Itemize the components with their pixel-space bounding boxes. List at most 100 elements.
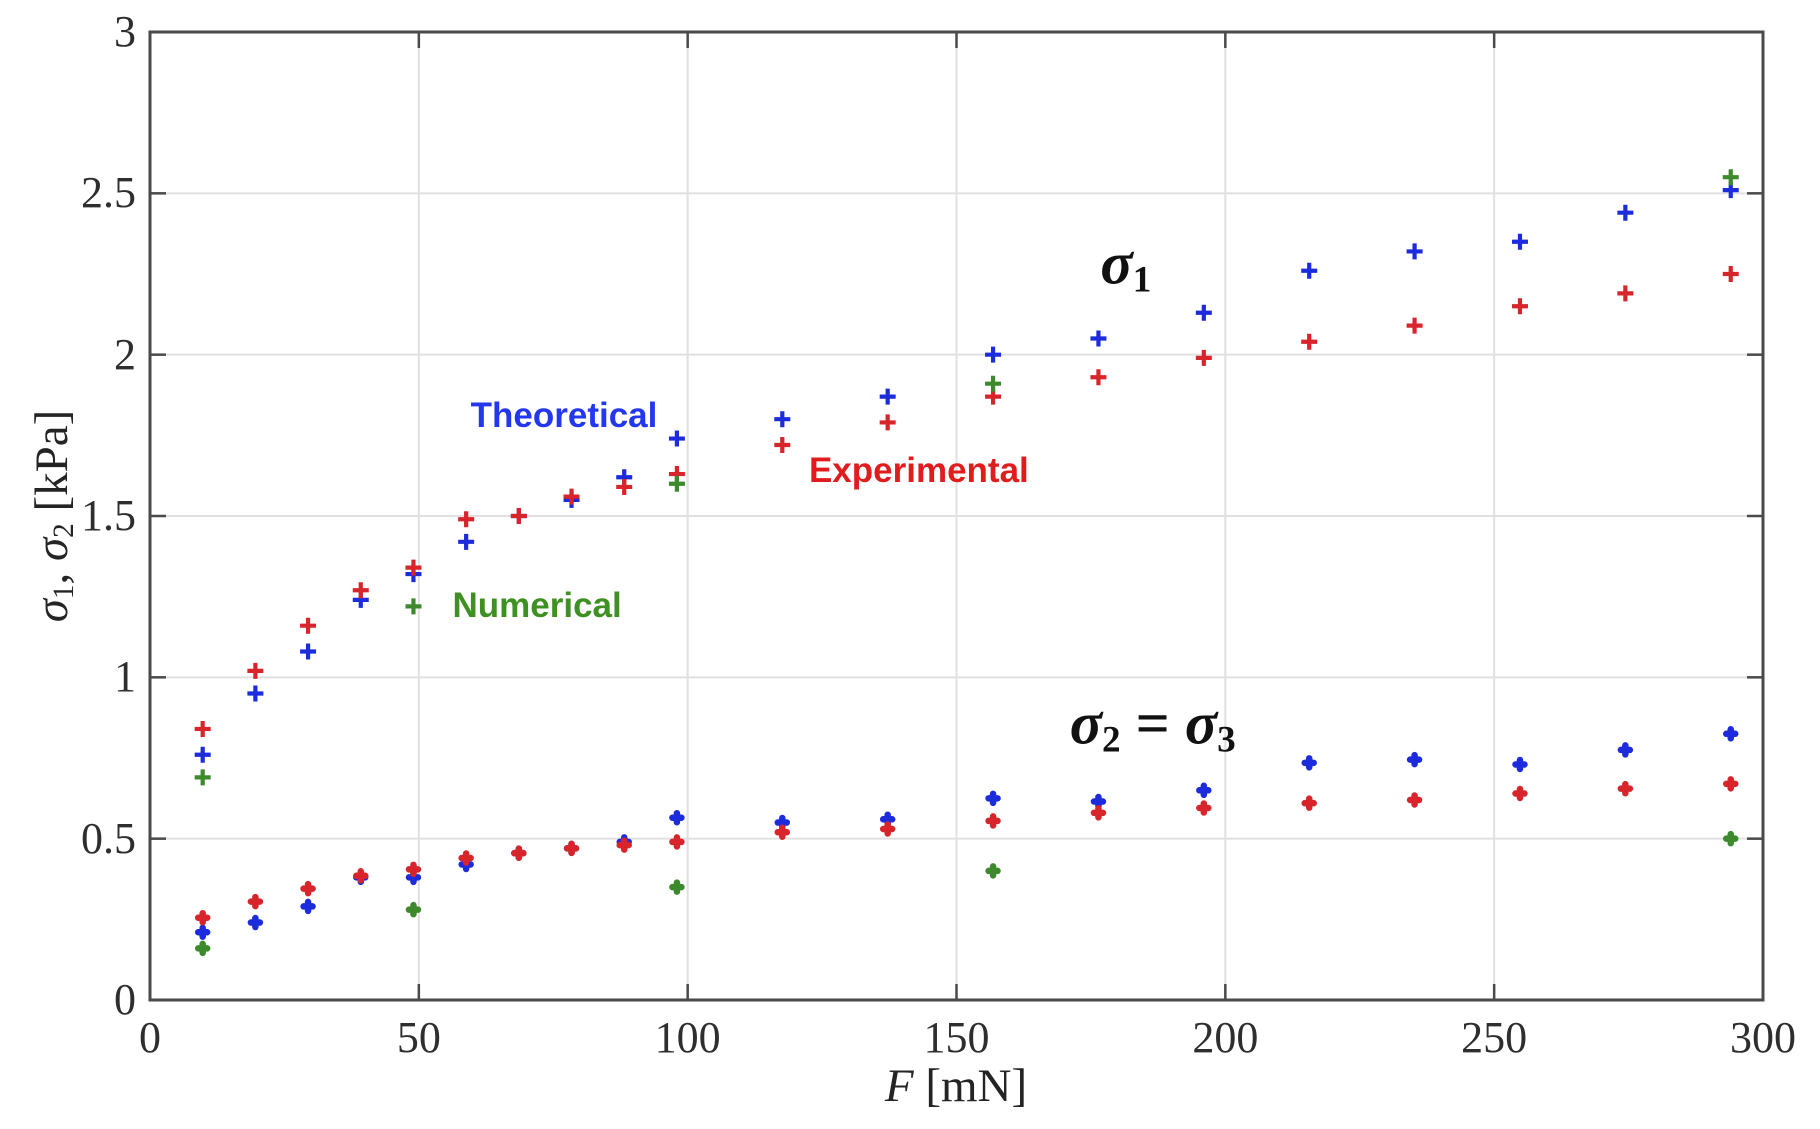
data-point-marker bbox=[668, 430, 685, 447]
data-point-marker bbox=[1511, 298, 1528, 315]
x-tick-label: 100 bbox=[654, 1013, 721, 1062]
data-point-marker bbox=[1196, 782, 1212, 799]
data-point-marker bbox=[194, 924, 211, 940]
data-point-marker bbox=[511, 845, 527, 861]
data-point-marker bbox=[1406, 792, 1423, 808]
data-point-marker bbox=[1195, 349, 1212, 366]
data-point-marker bbox=[300, 898, 316, 915]
series-experimental-sigma1 bbox=[194, 266, 1739, 737]
y-tick-label: 1.5 bbox=[81, 491, 136, 540]
data-point-marker bbox=[1406, 751, 1423, 768]
data-point-marker bbox=[510, 508, 527, 524]
data-point-marker bbox=[353, 868, 369, 884]
data-point-marker bbox=[1301, 755, 1317, 771]
data-point-marker bbox=[194, 746, 211, 763]
data-point-marker bbox=[1195, 304, 1212, 321]
x-axis-label: F [mN] bbox=[884, 1060, 1028, 1112]
sigma2-sigma3-label: σ2 = σ3 bbox=[1069, 690, 1236, 761]
data-point-marker bbox=[985, 813, 1001, 829]
series-theoretical-sigma2 bbox=[194, 726, 1739, 940]
data-point-marker bbox=[1617, 742, 1634, 758]
sigma1-label: σ1 bbox=[1100, 230, 1152, 301]
data-point-marker bbox=[1406, 243, 1423, 260]
x-tick-label: 150 bbox=[923, 1013, 990, 1062]
data-point-marker bbox=[879, 388, 896, 405]
data-point-marker bbox=[1512, 756, 1528, 773]
data-point-marker bbox=[1196, 800, 1212, 816]
data-point-marker bbox=[1090, 805, 1107, 821]
y-tick-label: 3 bbox=[114, 7, 136, 56]
series-numerical-sigma2 bbox=[194, 830, 1739, 957]
data-point-marker bbox=[1722, 776, 1739, 792]
series-numerical-sigma1 bbox=[194, 169, 1739, 786]
x-tick-label: 0 bbox=[139, 1013, 161, 1062]
data-point-marker bbox=[1301, 262, 1318, 279]
data-point-marker bbox=[1301, 795, 1317, 811]
data-point-marker bbox=[668, 475, 685, 492]
data-point-marker bbox=[1090, 369, 1107, 386]
data-point-marker bbox=[1511, 233, 1528, 250]
data-point-marker bbox=[1722, 726, 1739, 742]
series-experimental-sigma2 bbox=[194, 776, 1739, 926]
y-tick-label: 0.5 bbox=[81, 813, 136, 863]
data-point-marker bbox=[985, 346, 1002, 363]
data-point-marker bbox=[247, 914, 264, 931]
data-point-marker bbox=[352, 582, 369, 599]
data-point-marker bbox=[1406, 317, 1423, 334]
numerical-label: Numerical bbox=[452, 586, 622, 626]
data-point-marker bbox=[300, 643, 317, 660]
data-point-marker bbox=[985, 375, 1002, 392]
data-point-marker bbox=[405, 901, 422, 918]
data-point-marker bbox=[1722, 266, 1739, 282]
experimental-label: Experimental bbox=[808, 450, 1029, 490]
data-point-marker bbox=[616, 478, 633, 495]
y-tick-label: 0 bbox=[114, 975, 136, 1024]
data-point-marker bbox=[194, 940, 211, 957]
data-point-marker bbox=[458, 850, 474, 866]
data-point-marker bbox=[879, 414, 896, 431]
x-tick-label: 300 bbox=[1730, 1013, 1796, 1062]
data-point-marker bbox=[300, 617, 317, 634]
data-point-marker bbox=[774, 437, 791, 454]
data-point-marker bbox=[405, 861, 422, 878]
data-point-marker bbox=[879, 821, 896, 837]
data-point-marker bbox=[194, 909, 211, 926]
data-point-marker bbox=[563, 488, 580, 505]
data-point-marker bbox=[405, 559, 422, 576]
data-point-marker bbox=[458, 511, 475, 528]
data-point-marker bbox=[247, 662, 264, 679]
data-point-marker bbox=[1090, 330, 1107, 347]
data-point-marker bbox=[616, 837, 632, 853]
data-point-marker bbox=[405, 598, 422, 615]
x-tick-label: 50 bbox=[396, 1013, 441, 1062]
y-tick-label: 2.5 bbox=[81, 168, 136, 218]
data-point-marker bbox=[669, 879, 685, 895]
data-point-marker bbox=[1512, 785, 1528, 802]
data-point-marker bbox=[774, 411, 791, 428]
data-point-marker bbox=[194, 769, 211, 786]
data-point-marker bbox=[1617, 780, 1634, 797]
data-point-marker bbox=[774, 824, 791, 840]
data-point-marker bbox=[1617, 204, 1634, 221]
data-point-marker bbox=[1617, 285, 1634, 302]
data-point-marker bbox=[1301, 333, 1318, 350]
data-point-marker bbox=[247, 685, 264, 702]
x-tick-label: 250 bbox=[1461, 1013, 1528, 1062]
y-tick-label: 2 bbox=[114, 329, 136, 379]
data-point-marker bbox=[669, 834, 685, 850]
data-point-marker bbox=[1722, 830, 1739, 847]
data-point-marker bbox=[194, 720, 211, 737]
data-point-marker bbox=[1090, 793, 1107, 810]
theoretical-label: Theoretical bbox=[470, 395, 658, 435]
data-point-marker bbox=[985, 790, 1001, 807]
data-point-marker bbox=[563, 840, 580, 857]
data-point-marker bbox=[247, 893, 264, 910]
data-point-marker bbox=[985, 863, 1001, 879]
x-tick-label: 200 bbox=[1192, 1013, 1259, 1062]
data-point-marker bbox=[300, 880, 316, 897]
data-point-marker bbox=[669, 809, 685, 826]
data-point-marker bbox=[1722, 169, 1739, 186]
data-point-marker bbox=[458, 533, 475, 550]
